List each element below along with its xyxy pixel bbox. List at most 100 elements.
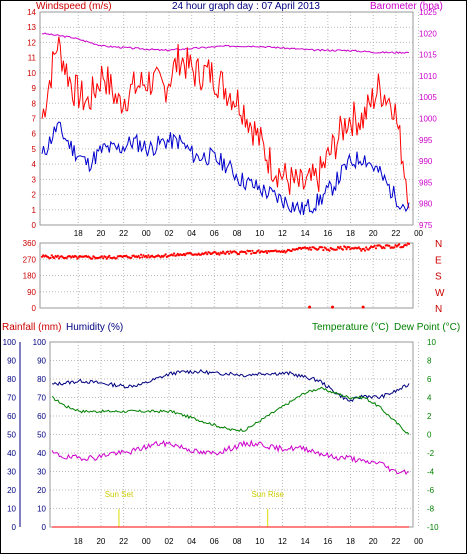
direction-point [248, 249, 252, 253]
direction-point [398, 243, 401, 246]
wind-x-tick-label: 08 [233, 229, 242, 238]
direction-plot-frame [39, 242, 414, 309]
direction-point [368, 247, 371, 250]
direction-point [58, 257, 61, 260]
direction-point [257, 249, 260, 252]
direction-point [363, 249, 367, 252]
humidity-x-tick-label: 18 [346, 537, 355, 546]
temperature-tick-label: 10 [427, 338, 436, 347]
sun-event-label: Sun Rise [251, 490, 284, 499]
barometer-tick-label: 995 [419, 136, 433, 145]
humidity-x-tick-label: 10 [255, 537, 264, 546]
direction-point [228, 252, 231, 255]
barometer-tick-label: 975 [419, 221, 433, 230]
rainfall-tick-label: 50 [7, 431, 16, 440]
direction-point [137, 254, 140, 258]
direction-point [393, 246, 396, 249]
direction-point [140, 253, 143, 256]
rainfall-axis-title: Rainfall (mm) [2, 322, 61, 333]
direction-tick-label: 180 [23, 272, 37, 281]
direction-point [40, 255, 44, 258]
direction-point [373, 244, 376, 247]
windspeed-tick-label: 12 [27, 38, 36, 47]
compass-label: S [435, 272, 442, 283]
barometer-tick-label: 1025 [419, 8, 437, 17]
direction-point [251, 249, 254, 252]
humidity-tick-label: 70 [37, 394, 46, 403]
windspeed-tick-label: 6 [32, 130, 37, 139]
windspeed-tick-label: 5 [32, 145, 37, 154]
direction-point [244, 250, 247, 254]
direction-point [173, 252, 176, 255]
direction-point [130, 256, 133, 259]
wind-x-tick-label: 22 [119, 229, 128, 238]
direction-calm-point [308, 305, 312, 309]
direction-point [141, 256, 144, 259]
windspeed-tick-label: 11 [28, 54, 37, 63]
direction-point [102, 257, 105, 260]
direction-point [146, 256, 149, 259]
direction-point [401, 246, 404, 249]
temperature-tick-label: 8 [427, 357, 432, 366]
humidity-x-tick-label: 14 [301, 537, 310, 546]
windspeed-tick-label: 2 [32, 191, 37, 200]
direction-point [338, 247, 341, 250]
windspeed-tick-label: 7 [32, 115, 37, 124]
direction-point [367, 248, 370, 251]
humidity-tick-label: 20 [37, 486, 46, 495]
humidity-x-tick-label: 08 [233, 537, 242, 546]
direction-point [65, 257, 68, 260]
wind-x-tick-label: 18 [346, 229, 355, 238]
rainfall-tick-label: 10 [7, 505, 16, 514]
temperature-tick-label: -6 [427, 486, 435, 495]
wind-x-tick-label: 00 [414, 229, 423, 238]
direction-point [237, 253, 241, 256]
barometer-tick-label: 990 [419, 157, 433, 166]
wind-x-tick-label: 04 [187, 229, 196, 238]
humidity-x-tick-label: 00 [414, 537, 423, 546]
direction-tick-label: 0 [32, 304, 37, 313]
direction-point [53, 257, 56, 260]
direction-tick-label: 270 [23, 255, 37, 264]
humidity-tick-label: 90 [37, 357, 46, 366]
direction-tick-label: 90 [27, 288, 36, 297]
wind-x-tick-label: 10 [255, 229, 264, 238]
humidity-x-tick-label: 02 [165, 537, 174, 546]
wind-x-tick-label: 14 [301, 229, 310, 238]
direction-point [75, 255, 78, 258]
wind-x-tick-label: 20 [369, 229, 378, 238]
compass-label: N [435, 239, 442, 250]
wind-x-tick-label: 18 [74, 229, 83, 238]
direction-point [383, 247, 386, 250]
direction-point [105, 257, 108, 260]
temperature-tick-label: 0 [427, 431, 432, 440]
windspeed-tick-label: 9 [32, 84, 37, 93]
humidity-x-tick-label: 20 [369, 537, 378, 546]
windspeed-tick-label: 10 [27, 69, 36, 78]
barometer-tick-label: 1015 [419, 51, 437, 60]
barometer-series-line [41, 32, 410, 54]
wind-barometer-panel: 0123456789101112131497598098599099510001… [27, 8, 437, 238]
direction-point [214, 251, 217, 254]
humidity-x-tick-label: 06 [210, 537, 219, 546]
sun-event-label: Sun Set [105, 490, 134, 499]
direction-calm-point [331, 305, 335, 309]
direction-point [357, 246, 360, 249]
barometer-tick-label: 985 [419, 178, 433, 187]
humidity-series-line [51, 368, 410, 402]
direction-point [245, 252, 248, 255]
direction-point [321, 246, 324, 249]
humidity-x-tick-label: 22 [391, 537, 400, 546]
rainfall-tick-label: 60 [7, 412, 16, 421]
direction-calm-point [361, 305, 365, 309]
temperature-axis-title: Temperature (°C) [312, 322, 389, 333]
direction-point [322, 249, 325, 252]
humidity-tick-label: 40 [37, 449, 46, 458]
rainfall-tick-label: 90 [7, 357, 16, 366]
direction-point [224, 252, 227, 255]
dewpoint-axis-title: Dew Point (°C) [394, 322, 460, 333]
temperature-series-line [51, 386, 410, 435]
direction-point [362, 247, 365, 250]
